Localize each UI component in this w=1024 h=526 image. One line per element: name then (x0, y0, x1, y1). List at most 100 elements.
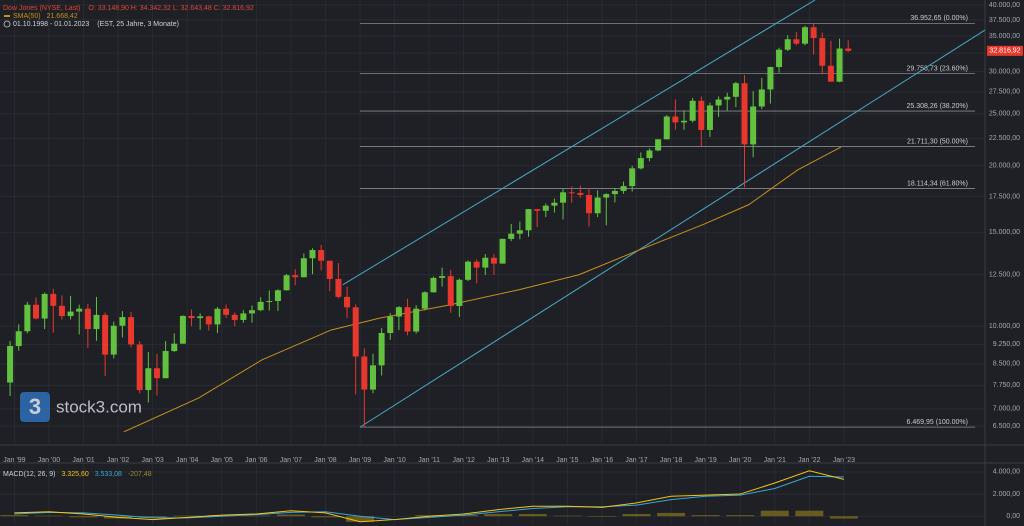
x-tick-label: Jan '00 (38, 457, 60, 464)
y-tick-label: 10.000,00 (989, 323, 1020, 330)
macd-histogram-bar (553, 515, 582, 517)
candle-body (810, 27, 817, 39)
x-tick-label: Jan '13 (487, 457, 509, 464)
x-tick-label: Jan '14 (522, 457, 544, 464)
candle-body (145, 368, 152, 391)
x-tick-label: Jan '99 (3, 457, 25, 464)
macd-histogram-bar (0, 515, 29, 517)
candle-body (404, 307, 411, 332)
candle-body (672, 116, 679, 123)
logo-icon (20, 392, 50, 422)
macd-histogram-bar (276, 514, 305, 517)
macd-histogram-bar (242, 515, 271, 517)
candle-body (50, 293, 57, 306)
macd-line (14, 470, 844, 523)
x-tick-label: Jan '06 (245, 457, 267, 464)
macd-histogram-bar (415, 515, 444, 517)
candle-body (516, 230, 523, 234)
macd-tick-label: 0,00 (1006, 513, 1020, 520)
candle-body (171, 343, 178, 352)
signal-value: 3.533,08 (95, 471, 122, 478)
candle-body (482, 257, 489, 268)
candle-body (361, 356, 368, 390)
x-tick-label: Jan '04 (176, 457, 198, 464)
x-tick-label: Jan '23 (833, 457, 855, 464)
x-tick-label: Jan '07 (280, 457, 302, 464)
candle-body (784, 39, 791, 50)
legend: Dow Jones (NYSE, Last) O: 33.148,90 H: 3… (3, 5, 254, 478)
macd-histogram-bar (173, 515, 202, 517)
candle-body (110, 325, 117, 355)
candle-body (300, 258, 307, 278)
x-tick-label: Jan '19 (694, 457, 716, 464)
x-tick-label: Jan '05 (211, 457, 233, 464)
candle-body (758, 89, 765, 107)
logo-text: stock3.com (56, 397, 142, 416)
candle-body (335, 278, 342, 297)
candle-body (594, 197, 601, 214)
watermark: 3 stock3.com (20, 392, 142, 422)
candle-body (378, 333, 385, 366)
candle-body (102, 314, 109, 355)
candle-body (249, 310, 256, 314)
ohlc-values: O: 33.148,90 H: 34.342,32 L: 32.643,48 C… (88, 5, 254, 12)
candle-body (611, 190, 618, 195)
candle-body (706, 105, 713, 130)
period: 01.10.1998 - 01.01.2023 (13, 21, 89, 28)
fib-label: 21.711,30 (50.00%) (907, 138, 968, 145)
macd-histogram-bar (518, 514, 547, 517)
sma-value: 21.668,42 (47, 13, 78, 20)
fib-label: 6.469,95 (100.00%) (907, 419, 969, 426)
candle-body (827, 65, 834, 82)
candle-body (223, 308, 230, 315)
macd-legend: MACD(12, 26, 9) 3.325,60 3.533,08 -207,4… (3, 471, 152, 478)
x-tick-label: Jan '20 (729, 457, 751, 464)
candle-body (15, 331, 22, 347)
candle-body (188, 315, 195, 319)
candle-body (845, 48, 852, 51)
macd-tick-label: 2.000,00 (993, 491, 1020, 498)
candle-body (257, 301, 264, 311)
candle-body (750, 106, 757, 145)
candle-body (413, 308, 420, 332)
candle-body (490, 257, 497, 264)
candle-body (819, 38, 826, 66)
candle-body (274, 290, 281, 302)
macd-histogram-bar (622, 514, 651, 517)
y-tick-label: 7.750,00 (993, 382, 1020, 389)
macd-histogram-bar (484, 514, 513, 517)
candle-body (681, 120, 688, 123)
candle-body (67, 311, 74, 317)
x-tick-label: Jan '17 (625, 457, 647, 464)
candle-body (663, 116, 670, 140)
candle-body (24, 304, 31, 332)
macd-histogram-bar (829, 516, 858, 519)
sma-legend-swatch (4, 15, 10, 17)
macd-histogram-bar (726, 515, 755, 517)
candle-body (456, 279, 463, 306)
period-note: (EST, 25 Jahre, 3 Monate) (97, 21, 179, 28)
candle-body (352, 307, 359, 357)
candle-body (499, 238, 506, 264)
candle-body (7, 346, 14, 383)
macd-histogram-bar (69, 516, 98, 518)
candle-body (119, 317, 126, 326)
candle-body (439, 276, 446, 278)
macd-histogram-bar (34, 515, 63, 517)
fib-label: 18.114,34 (61.80%) (907, 180, 968, 187)
channel-line (342, 0, 816, 286)
candle-body (508, 233, 515, 239)
x-tick-label: Jan '15 (556, 457, 578, 464)
candle-body (76, 308, 83, 312)
candle-body (776, 49, 783, 68)
y-tick-label: 22.500,00 (989, 135, 1020, 142)
x-tick-label: Jan '08 (314, 457, 336, 464)
candle-body (655, 139, 662, 151)
candle-body (732, 83, 739, 97)
clock-icon (3, 20, 11, 28)
candle-body (240, 313, 247, 320)
candle-body (542, 205, 549, 211)
y-tick-label: 15.000,00 (989, 229, 1020, 236)
fibonacci-levels: 36.952,65 (0.00%) 29.758,73 (23.60%) 25.30… (360, 15, 975, 428)
